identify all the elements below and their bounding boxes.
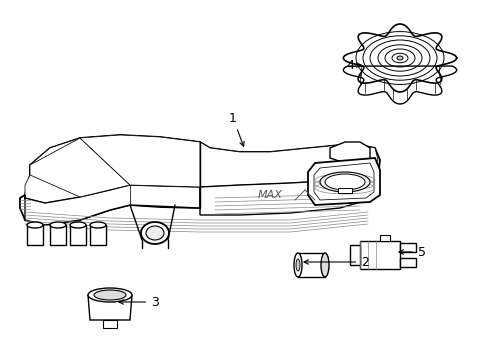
Ellipse shape: [294, 253, 302, 277]
Polygon shape: [70, 225, 86, 245]
Text: 2: 2: [304, 256, 369, 269]
Polygon shape: [330, 142, 370, 163]
Text: 4: 4: [346, 59, 361, 72]
Polygon shape: [50, 225, 66, 245]
Ellipse shape: [397, 56, 403, 60]
Polygon shape: [400, 258, 416, 267]
Text: 3: 3: [119, 296, 159, 309]
Polygon shape: [343, 24, 457, 92]
Ellipse shape: [70, 222, 86, 228]
Polygon shape: [30, 138, 130, 197]
Ellipse shape: [296, 259, 300, 271]
Polygon shape: [298, 253, 325, 277]
Polygon shape: [80, 135, 200, 187]
Polygon shape: [200, 175, 378, 215]
Ellipse shape: [94, 290, 126, 300]
Ellipse shape: [321, 253, 329, 277]
Ellipse shape: [141, 222, 169, 244]
Polygon shape: [25, 135, 378, 203]
Polygon shape: [338, 188, 352, 193]
Polygon shape: [380, 235, 390, 241]
Text: MAX: MAX: [258, 190, 282, 200]
Ellipse shape: [50, 222, 66, 228]
Polygon shape: [314, 163, 374, 200]
Ellipse shape: [88, 288, 132, 302]
Ellipse shape: [27, 222, 43, 228]
Polygon shape: [20, 135, 380, 225]
Polygon shape: [25, 185, 200, 225]
Polygon shape: [103, 320, 117, 328]
Ellipse shape: [325, 174, 365, 190]
Ellipse shape: [320, 172, 370, 192]
Ellipse shape: [146, 226, 164, 240]
Text: 5: 5: [399, 246, 426, 258]
Polygon shape: [90, 225, 106, 245]
Polygon shape: [400, 243, 416, 252]
Polygon shape: [350, 245, 360, 265]
Polygon shape: [88, 295, 132, 320]
Ellipse shape: [90, 222, 106, 228]
Polygon shape: [360, 241, 400, 269]
Polygon shape: [308, 158, 380, 205]
Text: 1: 1: [229, 112, 244, 146]
Polygon shape: [27, 225, 43, 245]
